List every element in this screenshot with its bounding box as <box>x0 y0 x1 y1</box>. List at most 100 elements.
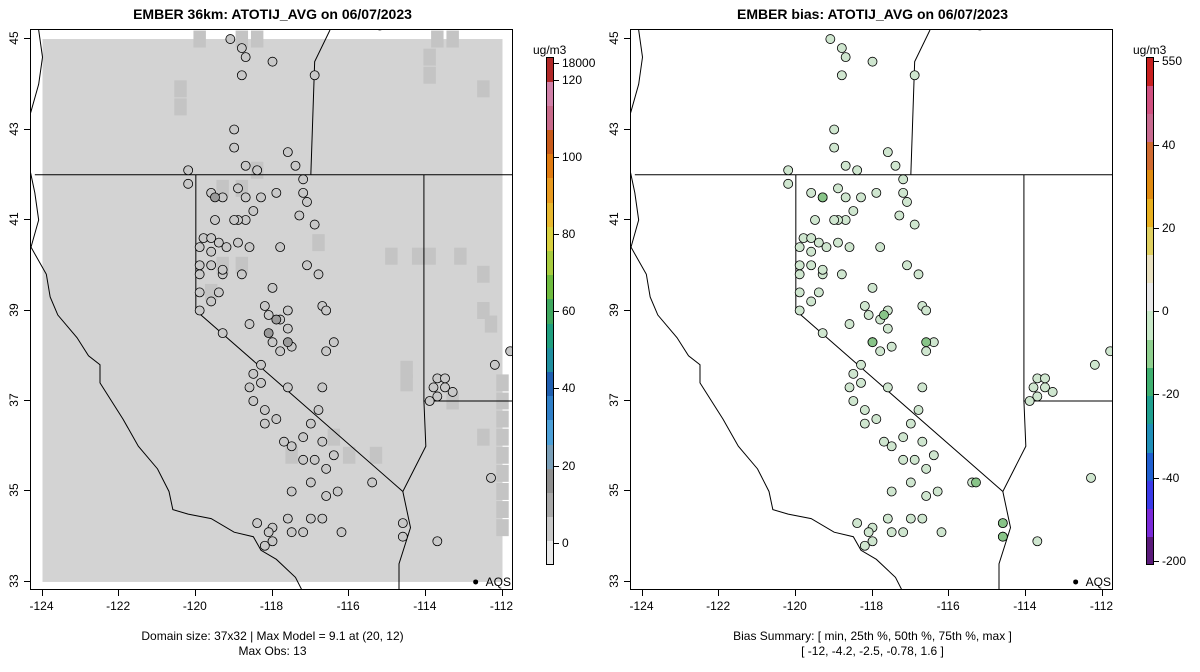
site-marker <box>229 215 240 225</box>
site-marker <box>210 192 220 203</box>
site-marker <box>424 396 435 406</box>
site-marker <box>817 328 828 339</box>
y-tick-label: 37 <box>7 393 21 407</box>
site-marker <box>259 418 270 429</box>
site-marker <box>263 527 274 538</box>
site-marker <box>886 527 897 538</box>
y-tick <box>24 490 30 492</box>
x-tick-label: -120 <box>182 599 207 613</box>
y-tick-label: 35 <box>7 483 21 498</box>
site-marker <box>271 314 282 325</box>
grid-cell <box>250 30 264 48</box>
colorbar-label: 550 <box>1162 54 1183 68</box>
site-marker <box>867 282 878 293</box>
map-canvas: AQS <box>31 30 512 589</box>
site-marker <box>921 337 932 348</box>
site-marker <box>833 237 843 248</box>
x-tick <box>948 590 950 596</box>
colorbar-tick <box>1154 61 1159 62</box>
site-marker <box>794 269 805 280</box>
colorbar-swatch <box>546 202 554 227</box>
site-marker <box>317 513 328 524</box>
grid-cell <box>385 247 398 265</box>
footer-line1: Domain size: 37x32 | Max Model = 9.1 at … <box>141 629 404 643</box>
site-marker <box>206 233 217 244</box>
site-marker <box>317 382 328 393</box>
site-marker <box>256 192 266 203</box>
colorbar-label: 0 <box>562 536 569 550</box>
state-border <box>310 30 331 175</box>
site-marker <box>844 382 855 393</box>
site-marker <box>936 527 947 538</box>
site-marker <box>1028 382 1039 393</box>
site-marker <box>275 242 286 253</box>
site-marker <box>321 463 332 474</box>
colorbar-label: -20 <box>1162 387 1180 401</box>
colorbar-swatch <box>1146 282 1154 312</box>
site-marker <box>432 536 443 547</box>
colorbar-unit: ug/m3 <box>533 43 567 57</box>
site-marker <box>321 305 332 316</box>
site-marker <box>905 477 916 488</box>
site-marker <box>271 187 282 198</box>
site-marker <box>882 323 893 334</box>
grid-cell <box>477 428 490 446</box>
site-marker <box>806 296 817 307</box>
site-marker <box>267 282 278 293</box>
site-marker <box>1086 472 1096 483</box>
site-marker <box>267 337 278 348</box>
site-marker <box>248 396 259 406</box>
y-tick-label: 45 <box>607 31 621 45</box>
x-tick-label: -112 <box>489 599 514 613</box>
site-marker <box>328 450 339 461</box>
site-marker <box>848 396 859 406</box>
site-marker <box>871 414 882 424</box>
site-marker <box>282 323 293 334</box>
site-marker <box>290 160 301 171</box>
map-frame: AQS <box>30 29 513 590</box>
y-tick-label: 37 <box>607 393 621 407</box>
y-tick <box>24 128 30 130</box>
y-tick <box>624 128 630 130</box>
site-marker <box>194 242 205 253</box>
y-tick <box>24 580 30 582</box>
site-marker <box>806 260 817 271</box>
colorbar-swatch <box>1146 452 1154 481</box>
site-marker <box>806 246 817 257</box>
site-marker <box>440 382 450 393</box>
grid-cell <box>174 80 187 98</box>
site-marker <box>233 183 243 194</box>
x-tick <box>641 590 643 596</box>
x-tick <box>194 590 196 596</box>
site-marker <box>309 70 320 81</box>
site-marker <box>859 301 870 311</box>
site-marker <box>194 269 205 280</box>
grid-cell <box>400 360 413 378</box>
site-marker <box>206 246 217 257</box>
y-tick-label: 33 <box>607 574 621 588</box>
site-marker <box>294 210 305 221</box>
y-tick <box>624 309 630 311</box>
colorbar-label: 60 <box>562 304 576 318</box>
map-frame: AQS <box>630 29 1113 590</box>
site-marker <box>183 178 194 189</box>
x-tick-label: -114 <box>1013 599 1037 613</box>
site-marker <box>867 536 878 547</box>
footer-line2: [ -12, -4.2, -2.5, -0.78, 1.6 ] <box>801 644 944 658</box>
site-marker <box>909 219 920 230</box>
site-marker <box>794 305 805 316</box>
site-marker <box>875 242 886 253</box>
grid-cell <box>496 482 509 500</box>
site-marker <box>282 513 293 524</box>
colorbar-swatch <box>546 540 554 566</box>
site-marker <box>1040 373 1050 384</box>
site-marker <box>997 518 1008 529</box>
site-marker <box>829 142 840 153</box>
site-marker <box>863 310 874 320</box>
site-marker <box>367 477 378 488</box>
site-marker <box>794 242 805 253</box>
aqs-label: AQS <box>1086 575 1111 589</box>
colorbar-swatch <box>1146 367 1154 397</box>
site-marker <box>921 463 932 474</box>
colorbar-label: -200 <box>1162 554 1187 568</box>
